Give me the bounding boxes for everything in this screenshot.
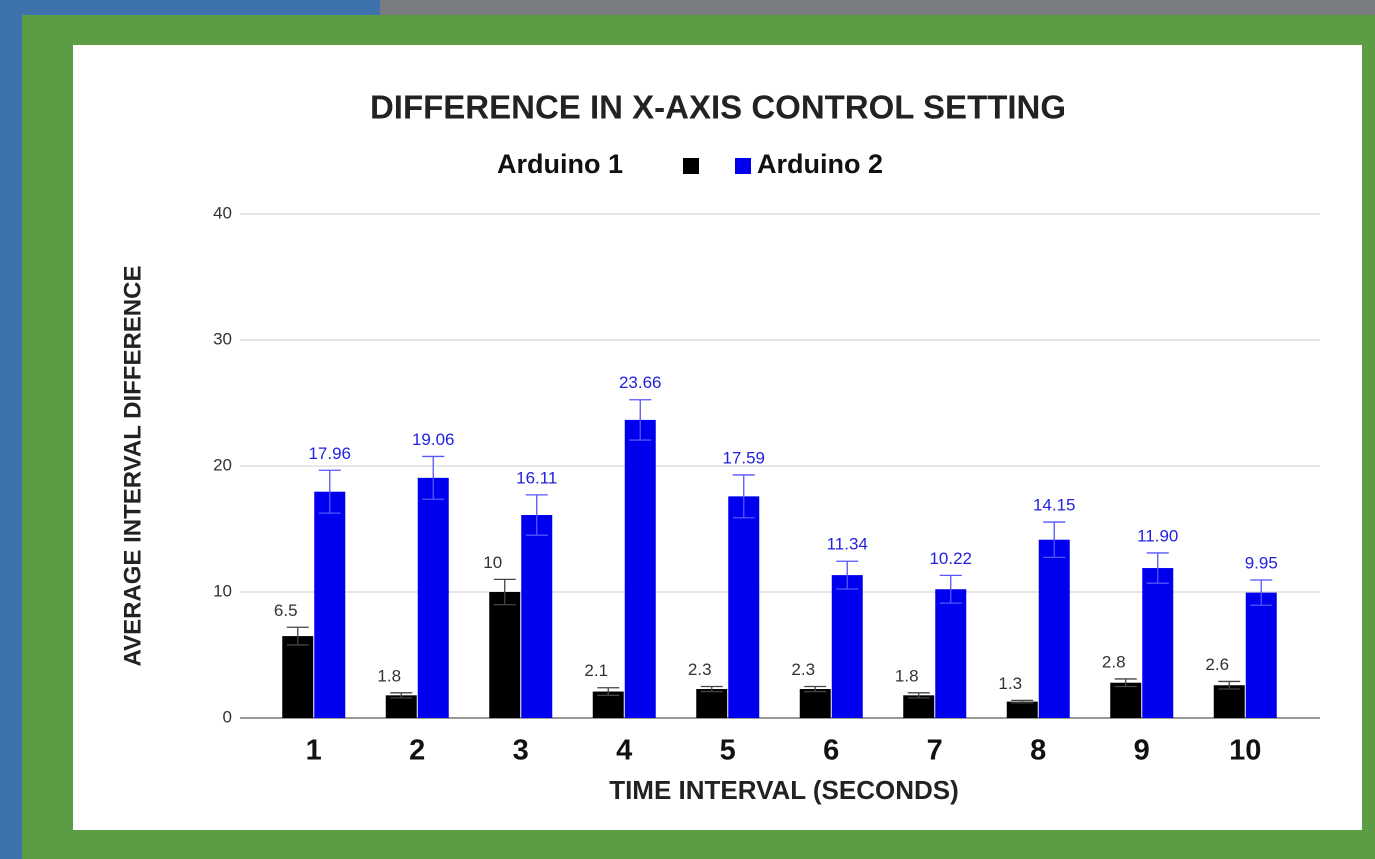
data-label: 2.8 [1102,652,1126,671]
bar [314,492,345,718]
legend-label: Arduino 2 [757,149,883,179]
bar [935,589,966,718]
y-axis-title: AVERAGE INTERVAL DIFFERENCE [119,266,146,667]
data-label: 17.59 [722,448,765,467]
bar [418,478,449,718]
data-label: 10 [483,553,502,572]
data-label: 11.34 [827,535,868,554]
data-label: 2.3 [791,660,815,679]
y-tick-label: 20 [213,455,232,474]
data-label: 14.15 [1033,496,1076,515]
x-tick-label: 5 [720,735,736,767]
bar [800,689,831,718]
data-label: 2.3 [688,660,712,679]
data-label: 23.66 [619,373,662,392]
y-tick-label: 40 [213,203,232,222]
data-label: 11.90 [1137,526,1178,545]
x-tick-label: 1 [306,735,322,767]
slide: DIFFERENCE IN X-AXIS CONTROL SETTING TIM… [0,0,1375,859]
y-tick-label: 30 [213,329,232,348]
data-label: 1.8 [377,666,401,685]
y-tick-label: 0 [223,707,232,726]
y-tick-label: 10 [213,581,232,600]
x-tick-label: 3 [513,735,529,767]
x-tick-label: 10 [1229,735,1261,767]
bar [386,695,417,718]
bar [1214,685,1245,718]
data-label: 2.1 [584,661,608,680]
bar [521,515,552,718]
data-label: 6.5 [274,601,298,620]
bar [903,695,934,718]
bar [696,689,727,718]
bar [625,420,656,718]
data-label: 17.96 [308,444,351,463]
data-label: 2.6 [1205,655,1229,674]
bar [1039,540,1070,718]
bar [1246,593,1277,718]
data-label: 1.8 [895,666,919,685]
bar [282,636,313,718]
bar [489,592,520,718]
data-label: 9.95 [1245,554,1278,573]
photo-strip [380,0,1375,16]
data-label: 19.06 [412,430,455,449]
x-tick-label: 2 [409,735,425,767]
data-label: 10.22 [929,549,972,568]
x-tick-label: 8 [1030,735,1046,767]
bar [728,496,759,718]
data-label: 16.11 [516,468,557,487]
legend-swatch [735,158,751,174]
x-tick-label: 4 [616,735,632,767]
bar [1007,702,1038,718]
data-label: 1.3 [998,674,1022,693]
legend-swatch [683,158,699,174]
x-tick-label: 9 [1134,735,1150,767]
bar [1110,683,1141,718]
page: DIFFERENCE IN X-AXIS CONTROL SETTING TIM… [0,0,1375,859]
bar [1142,568,1173,718]
legend-label: Arduino 1 [497,149,623,179]
chart-title: DIFFERENCE IN X-AXIS CONTROL SETTING [370,89,1066,126]
x-tick-label: 7 [927,735,943,767]
x-tick-label: 6 [823,735,839,767]
bar [832,575,863,718]
x-axis-title: TIME INTERVAL (SECONDS) [609,775,959,805]
